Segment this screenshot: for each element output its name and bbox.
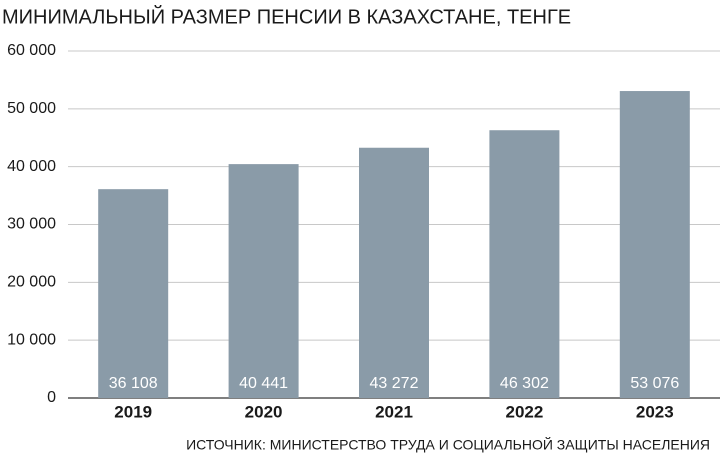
y-tick-label: 30 000 xyxy=(7,216,56,233)
bar xyxy=(228,164,299,398)
x-tick-label: 2023 xyxy=(636,402,674,421)
y-tick-label: 60 000 xyxy=(7,42,56,59)
value-label: 40 441 xyxy=(239,375,288,392)
value-label: 43 272 xyxy=(370,375,419,392)
y-tick-label: 40 000 xyxy=(7,158,56,175)
value-label: 46 302 xyxy=(500,375,549,392)
y-tick-label: 50 000 xyxy=(7,100,56,117)
y-tick-label: 20 000 xyxy=(7,274,56,291)
y-tick-label: 10 000 xyxy=(7,331,56,348)
source-note: ИСТОЧНИК: МИНИСТЕРСТВО ТРУДА И СОЦИАЛЬНО… xyxy=(186,436,710,453)
x-tick-label: 2021 xyxy=(375,402,413,421)
bar xyxy=(619,91,690,399)
value-label: 36 108 xyxy=(109,375,158,392)
x-tick-label: 2022 xyxy=(505,402,543,421)
y-tick-label: 0 xyxy=(47,389,56,406)
x-tick-label: 2020 xyxy=(245,402,283,421)
bar xyxy=(489,130,560,398)
bar xyxy=(359,147,429,398)
chart-title: МИНИМАЛЬНЫЙ РАЗМЕР ПЕНСИИ В КАЗАХСТАНЕ, … xyxy=(2,4,571,28)
bar xyxy=(98,189,169,398)
value-label: 53 076 xyxy=(630,375,679,392)
x-tick-label: 2019 xyxy=(114,402,152,421)
